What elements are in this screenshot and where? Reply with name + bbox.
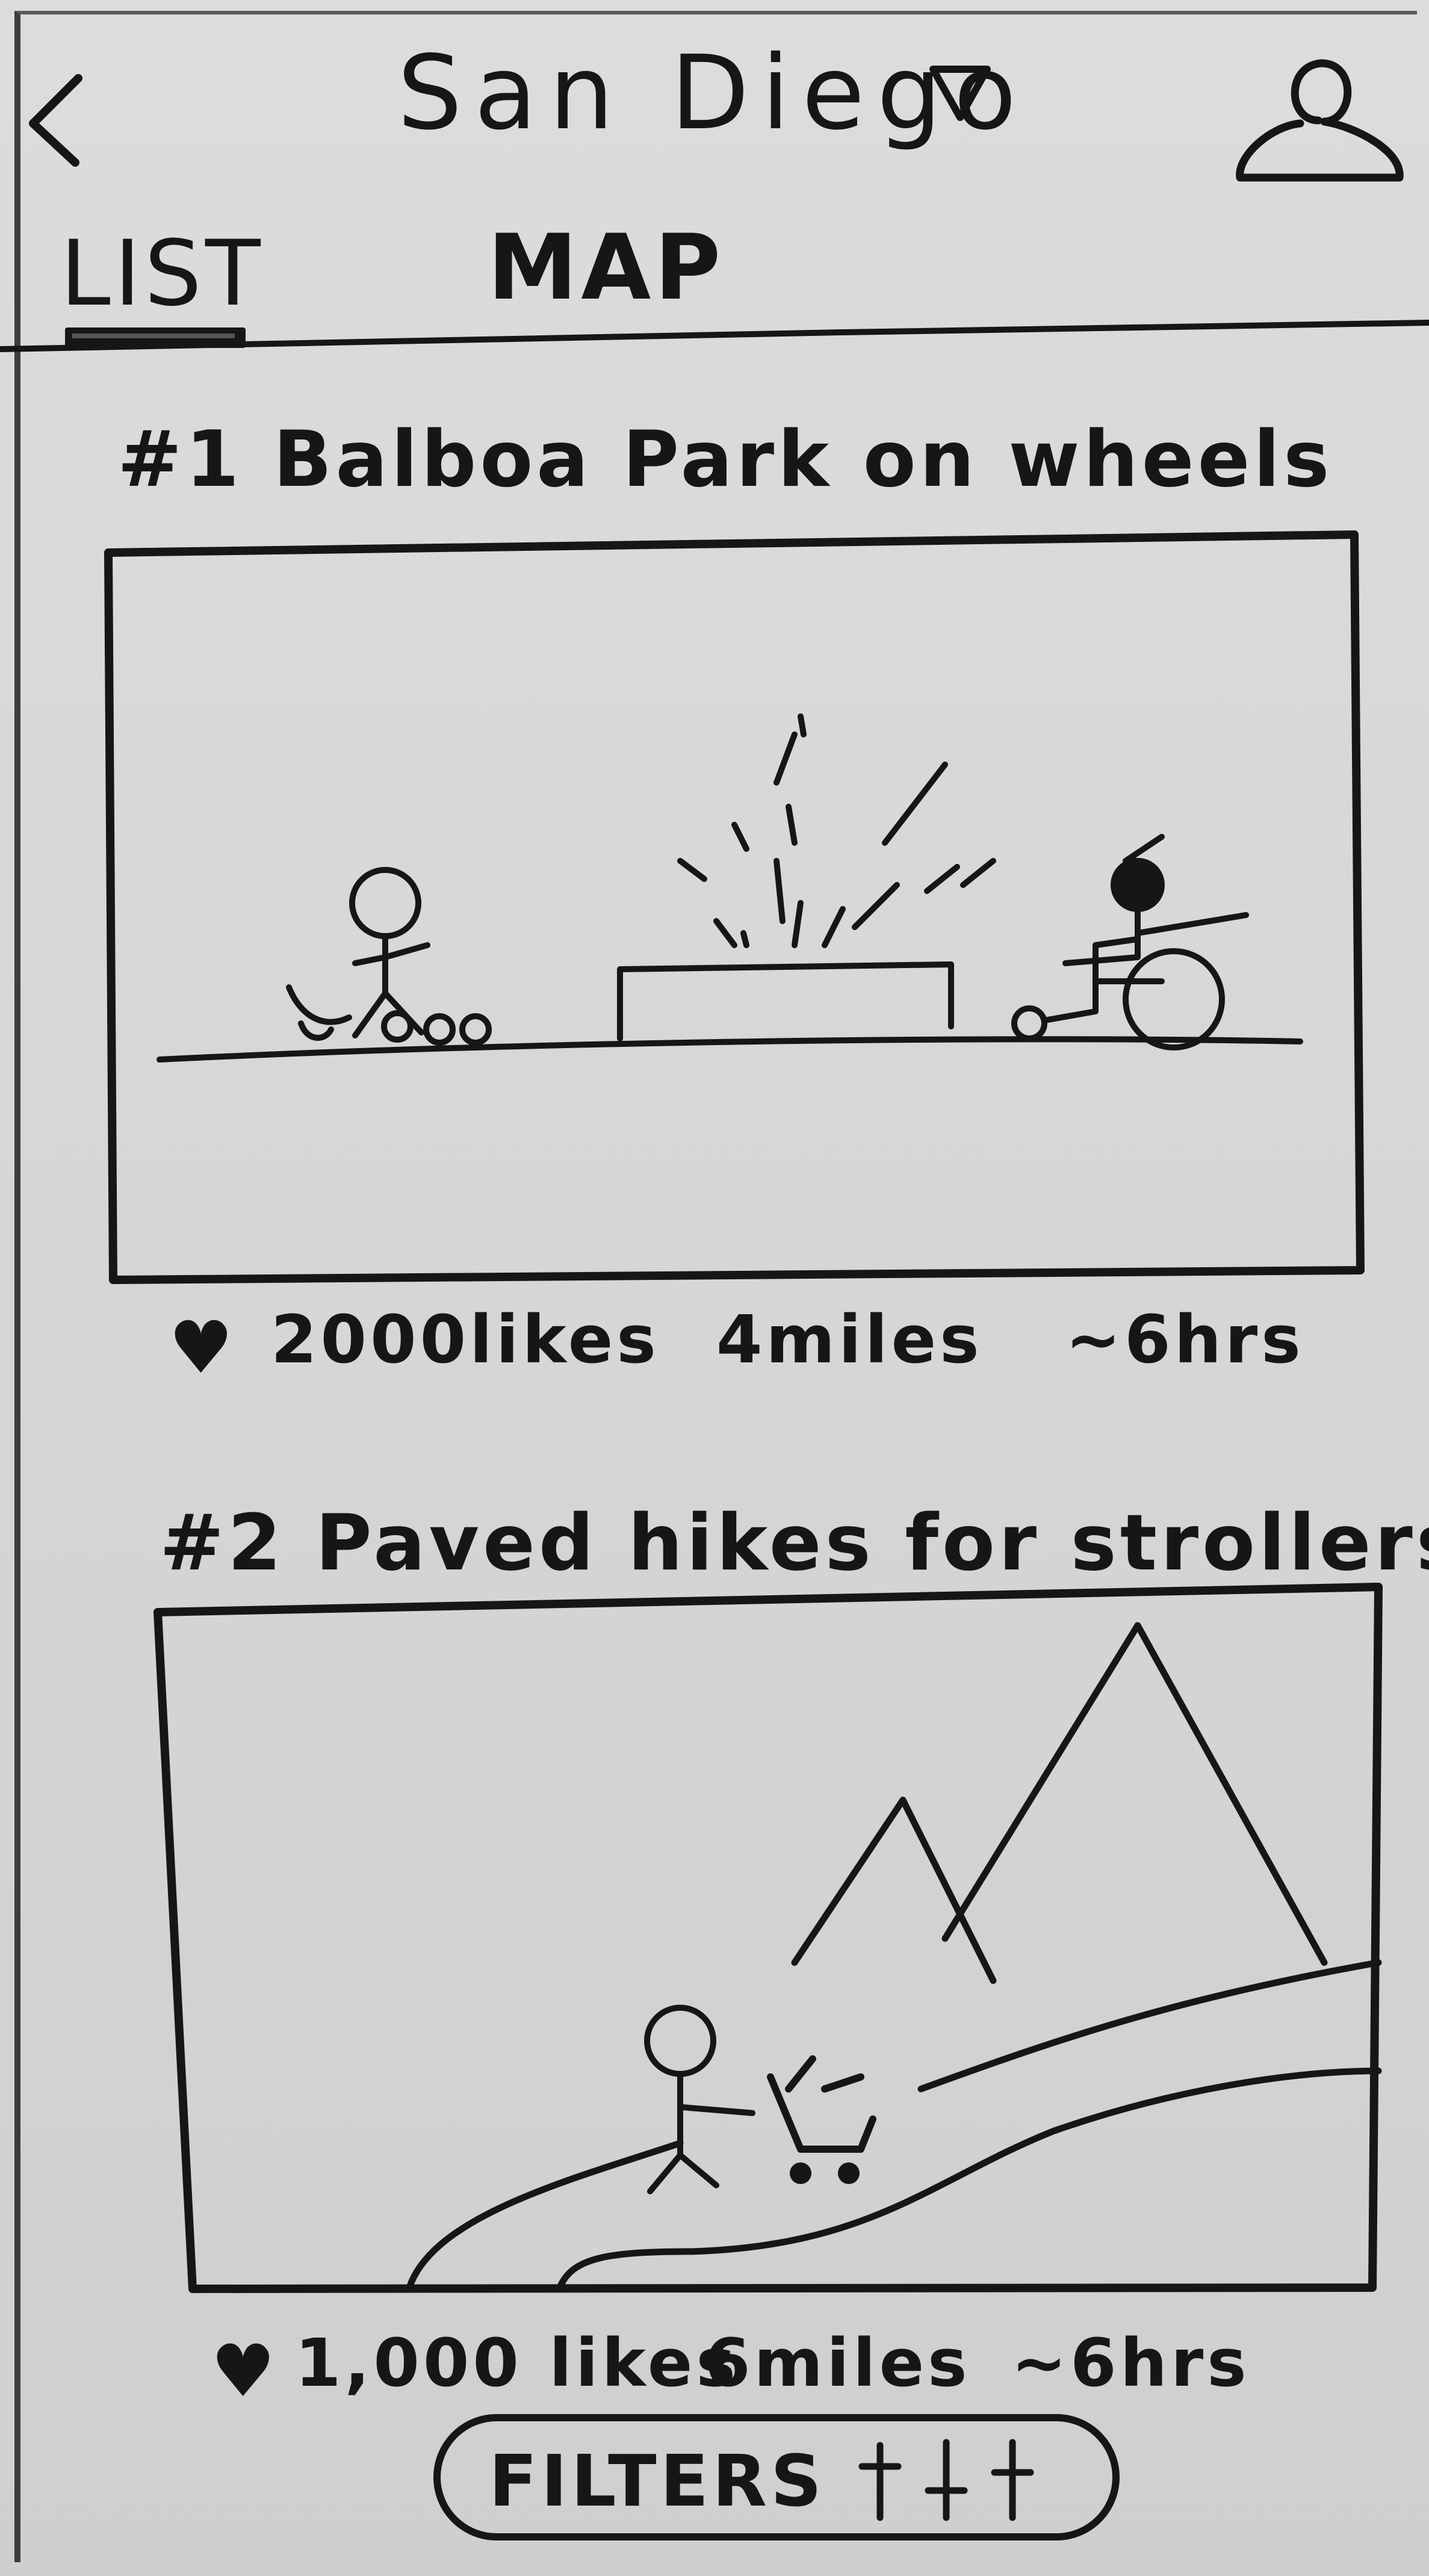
city-title[interactable]: San Diego [397, 34, 1029, 153]
city-dropdown-button[interactable] [927, 60, 993, 126]
card-2-title[interactable]: #2 Paved hikes for strollers [160, 1498, 1429, 1588]
heart-icon[interactable]: ♥ [211, 2330, 279, 2413]
card-1-image[interactable] [102, 524, 1378, 1288]
mountains [791, 1622, 1328, 1984]
phone-frame [14, 11, 1417, 2562]
distance: 6miles [704, 2324, 971, 2401]
likes-count: 1,000 likes [295, 2324, 739, 2401]
trail [406, 1959, 1382, 2291]
sliders-icon [858, 2439, 1034, 2521]
fountain [617, 713, 996, 1041]
chevron-left-icon [29, 74, 82, 167]
duration: ~6hrs [1065, 1301, 1304, 1378]
filters-label: FILTERS [489, 2439, 826, 2522]
profile-button[interactable] [1234, 54, 1409, 193]
hiker-with-stroller [644, 2005, 876, 2194]
triangle-down-icon [929, 66, 991, 121]
back-button[interactable] [18, 66, 90, 175]
duration: ~6hrs [1011, 2324, 1250, 2401]
heart-icon[interactable]: ♥ [169, 1306, 237, 1390]
stroller-figure [286, 867, 492, 1046]
filters-button[interactable]: FILTERS [433, 2414, 1120, 2540]
wheelchair-figure [1011, 834, 1249, 1051]
distance: 4miles [716, 1301, 983, 1378]
likes-count: 2000likes [271, 1301, 660, 1378]
card-2-image[interactable] [150, 1577, 1403, 2300]
user-icon [1236, 59, 1404, 182]
card-2-stats: ♥ 1,000 likes 6miles ~6hrs [211, 2330, 1384, 2408]
active-tab-indicator [65, 327, 246, 348]
card-1-stats: ♥ 2000likes 4miles ~6hrs [169, 1306, 1372, 1385]
tab-map[interactable]: MAP [488, 216, 725, 320]
tab-list[interactable]: LIST [60, 222, 264, 326]
card-1-title[interactable]: #1 Balboa Park on wheels [117, 415, 1333, 504]
